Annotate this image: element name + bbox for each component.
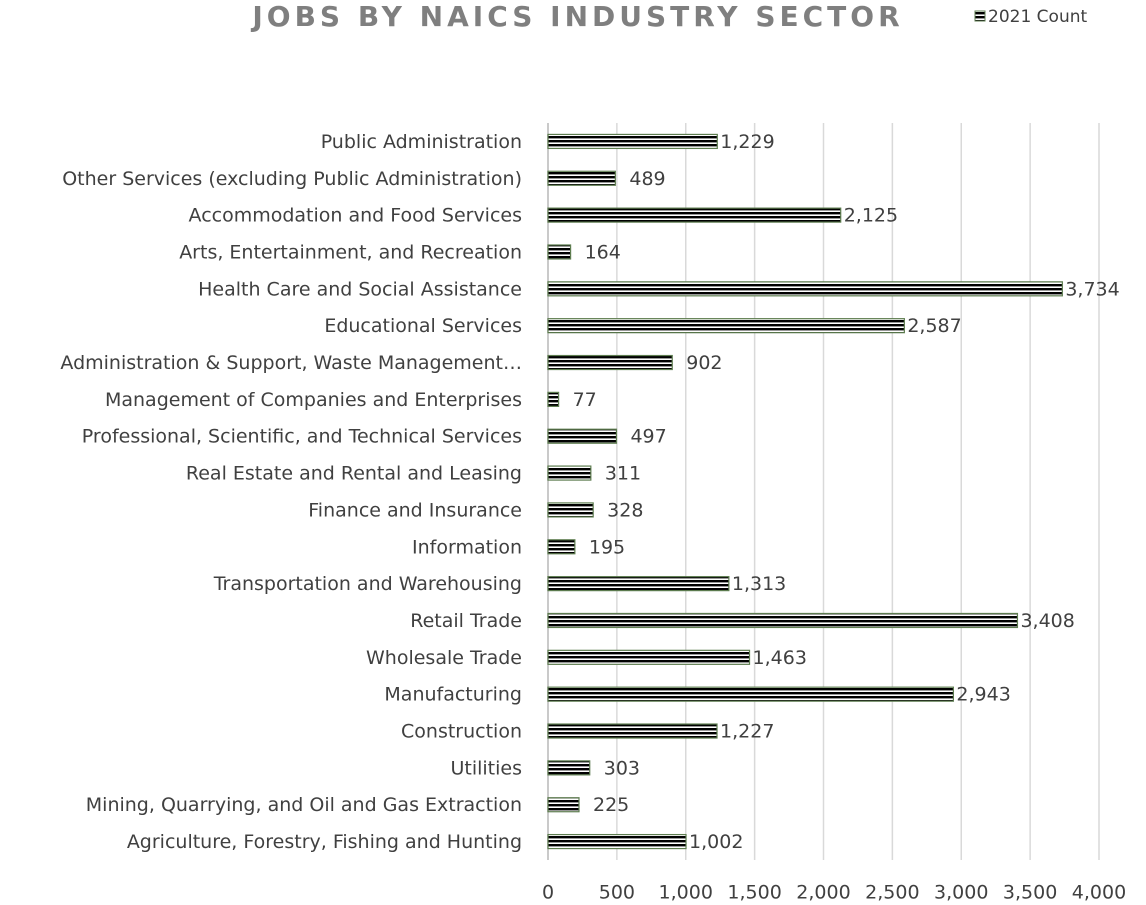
bar	[547, 612, 1019, 629]
x-tick-label: 1,500	[727, 882, 781, 904]
bar	[547, 207, 842, 223]
bar	[547, 502, 594, 518]
y-tick-label: Finance and Insurance	[308, 499, 522, 521]
y-tick-label: Agriculture, Forestry, Fishing and Hunti…	[127, 831, 522, 853]
bar	[547, 465, 592, 481]
value-label: 1,229	[720, 131, 774, 153]
y-tick-label: Real Estate and Rental and Leasing	[186, 463, 522, 485]
bar	[547, 649, 751, 665]
value-label: 1,313	[732, 573, 786, 595]
value-label: 311	[605, 463, 641, 485]
y-tick-label: Administration & Support, Waste Manageme…	[60, 352, 522, 374]
x-tick-label: 3,500	[1003, 882, 1057, 904]
legend-swatch	[974, 10, 986, 22]
value-label: 1,463	[753, 647, 807, 669]
bar	[547, 354, 673, 371]
value-label: 497	[630, 426, 666, 448]
y-tick-label: Manufacturing	[384, 684, 522, 706]
x-tick-label: 2,000	[796, 882, 850, 904]
labels: 0 500 1,000 1,500 2,000 2,500 3,000 3,500 4,000 P…	[60, 131, 1126, 904]
value-label: 328	[607, 499, 643, 521]
y-tick-label: Information	[412, 536, 522, 558]
y-tick-label: Utilities	[450, 757, 522, 779]
value-label: 303	[604, 757, 640, 779]
y-tick-label: Management of Companies and Enterprises	[105, 389, 522, 411]
value-label: 225	[593, 794, 629, 816]
x-tick-label: 4,000	[1072, 882, 1126, 904]
y-tick-label: Accommodation and Food Services	[189, 205, 522, 227]
value-label: 1,227	[720, 721, 774, 743]
bar	[547, 170, 616, 186]
value-label: 489	[629, 168, 665, 190]
x-tick-label: 1,000	[659, 882, 713, 904]
y-tick-label: Wholesale Trade	[366, 647, 522, 669]
value-label: 3,408	[1020, 610, 1074, 632]
value-label: 902	[686, 352, 722, 374]
bar	[547, 539, 576, 555]
value-label: 164	[585, 241, 621, 263]
bar	[547, 318, 905, 334]
y-tick-label: Other Services (excluding Public Adminis…	[62, 168, 522, 190]
value-label: 1,002	[689, 831, 743, 853]
y-tick-label: Arts, Entertainment, and Recreation	[179, 241, 522, 263]
bar	[547, 281, 1063, 297]
y-tick-label: Retail Trade	[410, 610, 522, 632]
value-label: 3,734	[1065, 278, 1119, 300]
value-label: 77	[573, 389, 597, 411]
bar	[547, 133, 718, 150]
bar	[547, 723, 718, 739]
y-tick-label: Mining, Quarrying, and Oil and Gas Extra…	[86, 794, 522, 816]
y-tick-label: Construction	[401, 721, 522, 743]
bars	[547, 133, 1063, 850]
value-label: 2,125	[844, 205, 898, 227]
y-tick-label: Public Administration	[321, 131, 522, 153]
grid	[547, 123, 1100, 860]
value-label: 195	[589, 536, 625, 558]
x-tick-label: 2,500	[865, 882, 919, 904]
y-tick-label: Transportation and Warehousing	[213, 573, 522, 595]
bar	[547, 576, 730, 592]
x-tick-label: 0	[542, 882, 554, 904]
value-label: 2,943	[956, 684, 1010, 706]
bar	[547, 760, 591, 776]
y-tick-label: Health Care and Social Assistance	[198, 278, 522, 300]
bar	[547, 797, 580, 813]
y-tick-label: Professional, Scientific, and Technical …	[82, 426, 522, 448]
x-tick-label: 3,000	[934, 882, 988, 904]
bar	[547, 244, 572, 260]
x-tick-label: 500	[599, 882, 635, 904]
y-tick-label: Educational Services	[324, 315, 522, 337]
bar	[547, 391, 560, 407]
value-label: 2,587	[907, 315, 961, 337]
bar	[547, 686, 954, 702]
legend-label: 2021 Count	[988, 7, 1087, 27]
bar	[547, 428, 618, 444]
bar	[547, 833, 687, 850]
chart-title: JOBS BY NAICS INDUSTRY SECTOR	[250, 0, 903, 33]
